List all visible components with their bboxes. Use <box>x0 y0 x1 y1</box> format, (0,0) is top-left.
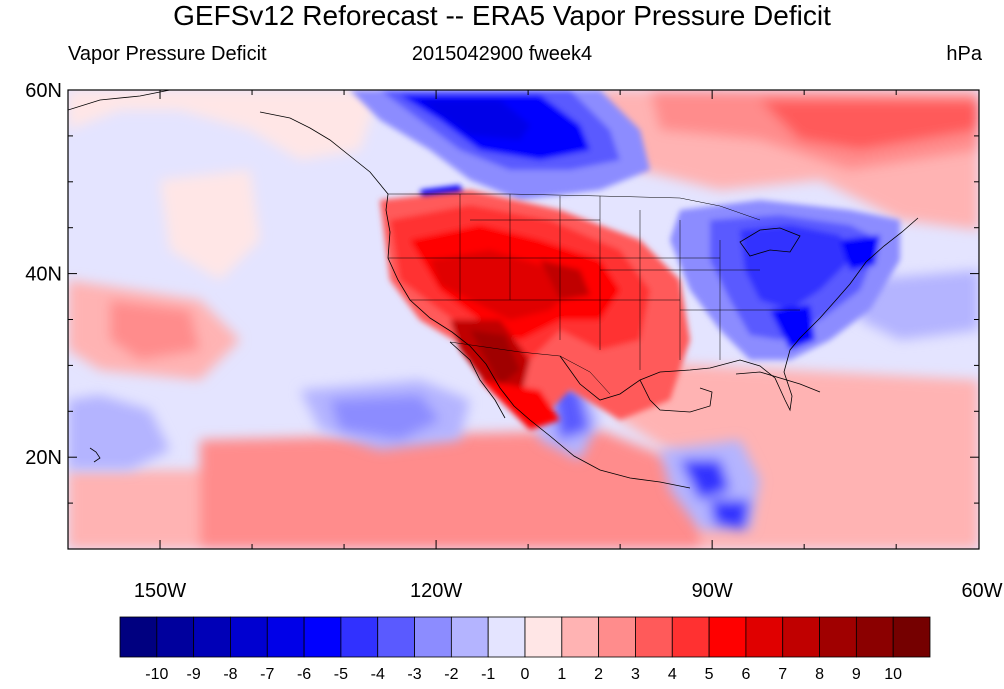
field-west-positive <box>380 190 690 430</box>
colorbar-label: -5 <box>334 666 348 683</box>
colorbar-swatch <box>745 616 784 658</box>
colorbar-label: 1 <box>557 666 566 683</box>
colorbar-label: -9 <box>187 666 201 683</box>
colorbar-swatch <box>635 616 673 658</box>
colorbar-label: 6 <box>741 666 750 683</box>
colorbar-label: -8 <box>223 666 237 683</box>
colorbar-label: -7 <box>260 666 274 683</box>
field-east-negative <box>670 200 900 360</box>
vpd-anomaly-field <box>68 90 979 549</box>
colorbar-label: 10 <box>884 666 902 683</box>
colorbar-label: 8 <box>815 666 824 683</box>
colorbar-swatch <box>819 616 857 658</box>
colorbar: -10 -9 -8 -7 -6 -5 -4 -3 -2 -1 0 1 2 3 4 5 6 7 8 9 10 <box>119 616 931 683</box>
colorbar-label: -6 <box>297 666 311 683</box>
field-pale-layer <box>68 90 979 549</box>
colorbar-swatch <box>377 616 415 658</box>
axis-tick-labels: 60N 40N 20N 150W 120W 90W 60W <box>25 80 1002 602</box>
date-label: 2015042900 fweek4 <box>411 43 593 65</box>
colorbar-swatch <box>414 616 452 658</box>
yucatan-coast <box>639 379 713 413</box>
colorbar-swatch <box>119 616 158 658</box>
axis-ticks <box>67 89 979 550</box>
colorbar-label: 3 <box>631 666 640 683</box>
colorbar-swatch <box>266 616 305 658</box>
baja-coast <box>449 341 506 419</box>
alaska-coast <box>68 90 171 111</box>
political-borders <box>388 193 800 395</box>
cuba-coast <box>735 371 821 393</box>
colorbar-label: -4 <box>371 666 385 683</box>
colorbar-swatch <box>598 616 636 658</box>
colorbar-swatch <box>708 616 747 658</box>
colorbar-label: -2 <box>444 666 458 683</box>
map-title: GEFSv12 Reforecast -- ERA5 Vapor Pressur… <box>173 0 831 31</box>
pacific-coast <box>259 111 691 489</box>
lon-tick-label: 90W <box>692 580 733 602</box>
units-label: hPa <box>946 43 982 65</box>
colorbar-label: 5 <box>705 666 714 683</box>
colorbar-swatch <box>892 616 931 658</box>
colorbar-swatch <box>524 616 563 658</box>
colorbar-swatch <box>671 616 710 658</box>
colorbar-swatch <box>340 616 379 658</box>
colorbar-label: -10 <box>145 666 168 683</box>
colorbar-label: 4 <box>668 666 677 683</box>
gulf-atlantic-coast <box>559 217 919 412</box>
colorbar-label: 2 <box>594 666 603 683</box>
colorbar-swatch <box>855 616 894 658</box>
colorbar-label: 0 <box>521 666 530 683</box>
us-mexico-border <box>449 341 611 395</box>
lat-tick-label: 60N <box>25 80 62 102</box>
lon-tick-label: 60W <box>961 580 1002 602</box>
colorbar-swatch <box>303 616 342 658</box>
lat-tick-label: 20N <box>25 447 62 469</box>
hawaii-coast <box>89 447 101 463</box>
colorbar-label: 7 <box>778 666 787 683</box>
colorbar-label: -3 <box>407 666 421 683</box>
lat-tick-label: 40N <box>25 264 62 286</box>
colorbar-swatch <box>782 616 820 658</box>
colorbar-swatch <box>193 616 231 658</box>
coastlines <box>68 90 919 489</box>
lon-tick-label: 150W <box>134 580 186 602</box>
great-lakes <box>739 227 801 257</box>
colorbar-swatch <box>230 616 268 658</box>
colorbar-swatch <box>450 616 489 658</box>
colorbar-swatch <box>156 616 195 658</box>
colorbar-label: 9 <box>852 666 861 683</box>
variable-label: Vapor Pressure Deficit <box>68 43 267 65</box>
lon-tick-label: 120W <box>410 580 462 602</box>
state-borders <box>388 194 800 370</box>
colorbar-swatch <box>487 616 526 658</box>
colorbar-label: -1 <box>481 666 495 683</box>
colorbar-swatch <box>561 616 600 658</box>
us-canada-border <box>388 193 761 221</box>
